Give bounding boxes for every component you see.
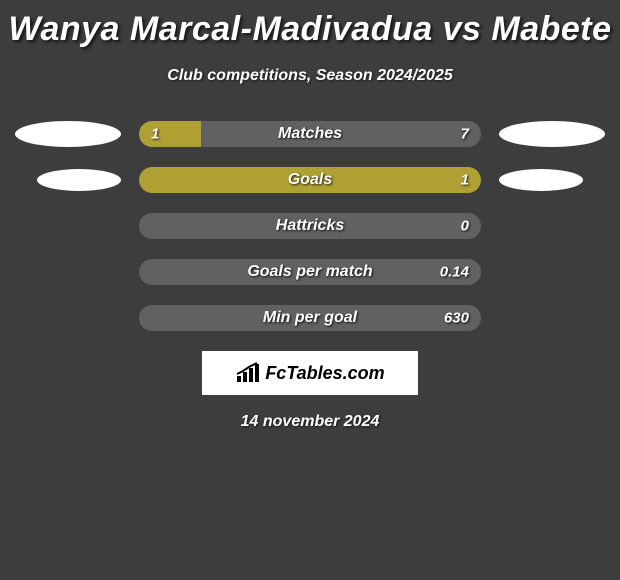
stat-label: Min per goal [263,309,357,327]
date-text: 14 november 2024 [0,413,620,431]
page-title: Wanya Marcal-Madivadua vs Mabete [0,10,620,49]
stat-label: Hattricks [276,217,344,235]
player-avatar-left [37,169,121,191]
player-avatar-right [499,169,583,191]
stat-bar: Hattricks 0 [139,213,481,239]
stat-left-value: 1 [151,126,159,143]
player-avatar-left [15,121,121,147]
stat-row: Goals 1 [0,167,620,193]
subtitle: Club competitions, Season 2024/2025 [0,67,620,85]
logo-text: FcTables.com [265,363,384,384]
stat-row: 1 Matches 7 [0,121,620,147]
stat-right-value: 0.14 [440,264,469,281]
stat-row: Hattricks 0 [0,213,620,239]
stats-container: 1 Matches 7 Goals 1 Hattricks 0 Goals per match… [0,121,620,331]
player-avatar-right [499,121,605,147]
stat-bar-fill [139,121,201,147]
logo-box[interactable]: FcTables.com [202,351,418,395]
stat-row: Min per goal 630 [0,305,620,331]
stat-label: Goals per match [247,263,372,281]
stat-bar: 1 Matches 7 [139,121,481,147]
stat-label: Goals [288,171,332,189]
stat-bar: Goals 1 [139,167,481,193]
stat-right-value: 630 [444,310,469,327]
stat-right-value: 1 [461,172,469,189]
stat-label: Matches [278,125,342,143]
stat-row: Goals per match 0.14 [0,259,620,285]
stat-bar: Min per goal 630 [139,305,481,331]
stat-right-value: 7 [461,126,469,143]
stat-bar: Goals per match 0.14 [139,259,481,285]
stat-right-value: 0 [461,218,469,235]
chart-icon [235,362,261,384]
